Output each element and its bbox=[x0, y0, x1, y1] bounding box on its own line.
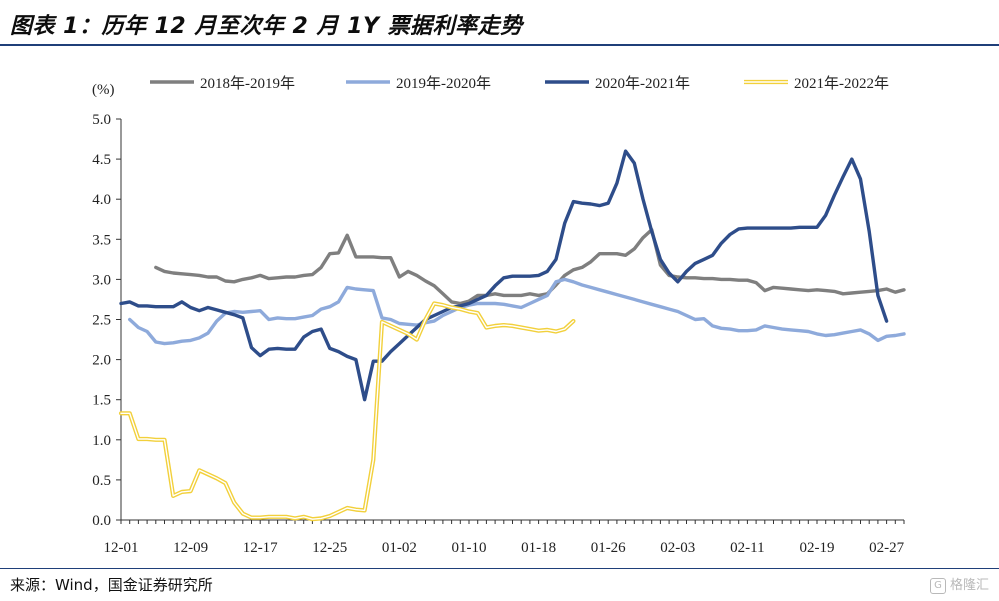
legend-label: 2019年-2020年 bbox=[396, 75, 491, 92]
x-axis: 12-01 12-09 12-17 12-25 01-02 01-10 01-18 01-26… bbox=[104, 519, 905, 556]
x-tick-label: 02-11 bbox=[730, 540, 764, 556]
series-line bbox=[154, 228, 906, 306]
legend: 2018年-2019年 2019年-2020年 2020年-2021年 2021年-2… bbox=[150, 75, 889, 92]
y-axis: 0.0 0.5 1.0 1.5 2.0 2.5 3.0 3.5 4.0 4.5 5.0 bbox=[92, 112, 122, 529]
x-tick-label: 12-01 bbox=[104, 540, 139, 556]
x-tick-label: 01-10 bbox=[452, 540, 487, 556]
y-tick-label: 0.0 bbox=[92, 513, 111, 529]
x-tick-label: 02-27 bbox=[869, 540, 904, 556]
series-layer bbox=[118, 149, 906, 522]
y-tick-label: 2.5 bbox=[92, 313, 111, 329]
legend-item: 2019年-2020年 bbox=[346, 75, 491, 92]
y-tick-label: 5.0 bbox=[92, 112, 111, 128]
series-path bbox=[127, 277, 906, 346]
source-note: 来源：Wind，国金证券研究所 bbox=[10, 576, 213, 594]
header-rule bbox=[0, 44, 999, 46]
x-tick-label: 01-02 bbox=[382, 540, 417, 556]
series-path bbox=[118, 301, 576, 522]
watermark-text: 格隆汇 bbox=[949, 578, 989, 593]
series-line bbox=[119, 149, 889, 402]
x-tick-label: 12-17 bbox=[243, 540, 278, 556]
series-line bbox=[127, 277, 906, 346]
x-tick-label: 02-03 bbox=[660, 540, 695, 556]
x-tick-label: 12-09 bbox=[173, 540, 208, 556]
y-tick-label: 3.0 bbox=[92, 272, 111, 288]
x-tick-label: 02-19 bbox=[800, 540, 835, 556]
y-tick-label: 2.0 bbox=[92, 353, 111, 369]
y-tick-label: 4.5 bbox=[92, 152, 111, 168]
watermark: G 格隆汇 bbox=[929, 574, 989, 594]
x-tick-label: 12-25 bbox=[312, 540, 347, 556]
y-tick-label: 0.5 bbox=[92, 473, 111, 489]
x-tick-label: 01-26 bbox=[591, 540, 626, 556]
y-tick-label: 1.5 bbox=[92, 393, 111, 409]
x-tick-label: 01-18 bbox=[521, 540, 556, 556]
footer-rule bbox=[0, 568, 999, 569]
legend-label: 2021年-2022年 bbox=[794, 75, 889, 92]
y-tick-label: 4.0 bbox=[92, 192, 111, 208]
series-path bbox=[154, 228, 906, 306]
legend-label: 2020年-2021年 bbox=[595, 75, 690, 92]
y-tick-label: 1.0 bbox=[92, 433, 111, 449]
legend-label: 2018年-2019年 bbox=[200, 75, 295, 92]
legend-item: 2018年-2019年 bbox=[150, 75, 295, 92]
legend-item: 2020年-2021年 bbox=[545, 75, 690, 92]
figure-title: 图表 1：历年 12 月至次年 2 月 1Y 票据利率走势 bbox=[10, 14, 523, 39]
series-line bbox=[118, 301, 576, 522]
series-path-inner bbox=[120, 302, 575, 520]
y-axis-label: (%) bbox=[92, 82, 115, 98]
legend-item: 2021年-2022年 bbox=[744, 75, 889, 92]
series-path bbox=[119, 149, 889, 402]
rate-line-chart: 2018年-2019年 2019年-2020年 2020年-2021年 2021年-2… bbox=[92, 75, 906, 556]
watermark-logo-icon: G bbox=[929, 577, 946, 594]
y-tick-label: 3.5 bbox=[92, 232, 111, 248]
report-header: 图表 1：历年 12 月至次年 2 月 1Y 票据利率走势 bbox=[0, 0, 999, 44]
